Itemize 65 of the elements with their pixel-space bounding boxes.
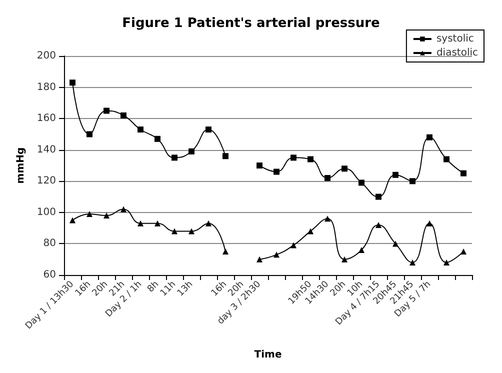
point — [137, 126, 144, 133]
legend-label: diastolic — [436, 48, 478, 58]
y-tick-label: 180 — [36, 82, 56, 93]
point — [205, 220, 212, 226]
y-tick-label: 100 — [36, 206, 56, 218]
point — [358, 180, 364, 186]
x-tick-label: 16h — [210, 279, 230, 299]
x-tick-label: 13h — [176, 279, 196, 299]
y-tick-label: 120 — [36, 176, 56, 187]
point — [188, 148, 194, 154]
point — [341, 166, 348, 172]
point — [273, 168, 280, 175]
point — [205, 126, 212, 133]
y-tick-label: 80 — [43, 238, 56, 250]
point — [290, 154, 296, 161]
point — [426, 220, 432, 226]
y-tick-label: 60 — [43, 270, 56, 280]
point — [392, 240, 398, 247]
x-tick-label: 8h — [146, 279, 162, 295]
point — [222, 153, 228, 160]
x-tick-label: 20h — [328, 279, 348, 299]
point — [171, 154, 178, 161]
point — [375, 194, 382, 200]
point — [103, 108, 110, 114]
point — [392, 172, 398, 178]
y-tick-label: 200 — [36, 50, 56, 62]
point — [290, 242, 296, 248]
point — [103, 212, 110, 219]
x-tick-label: 11h — [158, 279, 178, 299]
point — [120, 112, 126, 118]
point — [188, 228, 194, 234]
point — [86, 210, 92, 217]
point — [154, 220, 160, 226]
point — [341, 256, 348, 262]
point — [273, 252, 280, 258]
point — [324, 216, 330, 222]
point — [410, 259, 416, 266]
point — [460, 170, 466, 176]
legend-label: systolic — [436, 34, 474, 44]
point — [69, 80, 76, 86]
point — [460, 248, 466, 255]
point — [307, 228, 314, 234]
point — [444, 156, 450, 162]
point — [256, 162, 262, 168]
point — [324, 175, 330, 182]
point — [256, 256, 262, 262]
point — [307, 156, 314, 162]
point — [171, 228, 178, 234]
point — [410, 178, 416, 184]
point — [137, 220, 144, 226]
point — [69, 217, 76, 224]
y-axis-title: mmHg — [16, 147, 26, 184]
point — [444, 259, 450, 266]
point — [375, 222, 382, 228]
x-axis-title: Time — [254, 350, 282, 360]
x-tick-label: 16h — [74, 279, 94, 299]
y-tick-label: 140 — [36, 144, 56, 156]
point — [120, 206, 126, 212]
y-tick-label: 160 — [36, 113, 56, 124]
point — [154, 136, 160, 142]
point — [222, 248, 228, 255]
point — [86, 131, 92, 138]
chart-title: Figure 1 Patient's arterial pressure — [122, 16, 380, 31]
x-tick-label: 20h — [90, 279, 110, 299]
point — [426, 134, 432, 140]
